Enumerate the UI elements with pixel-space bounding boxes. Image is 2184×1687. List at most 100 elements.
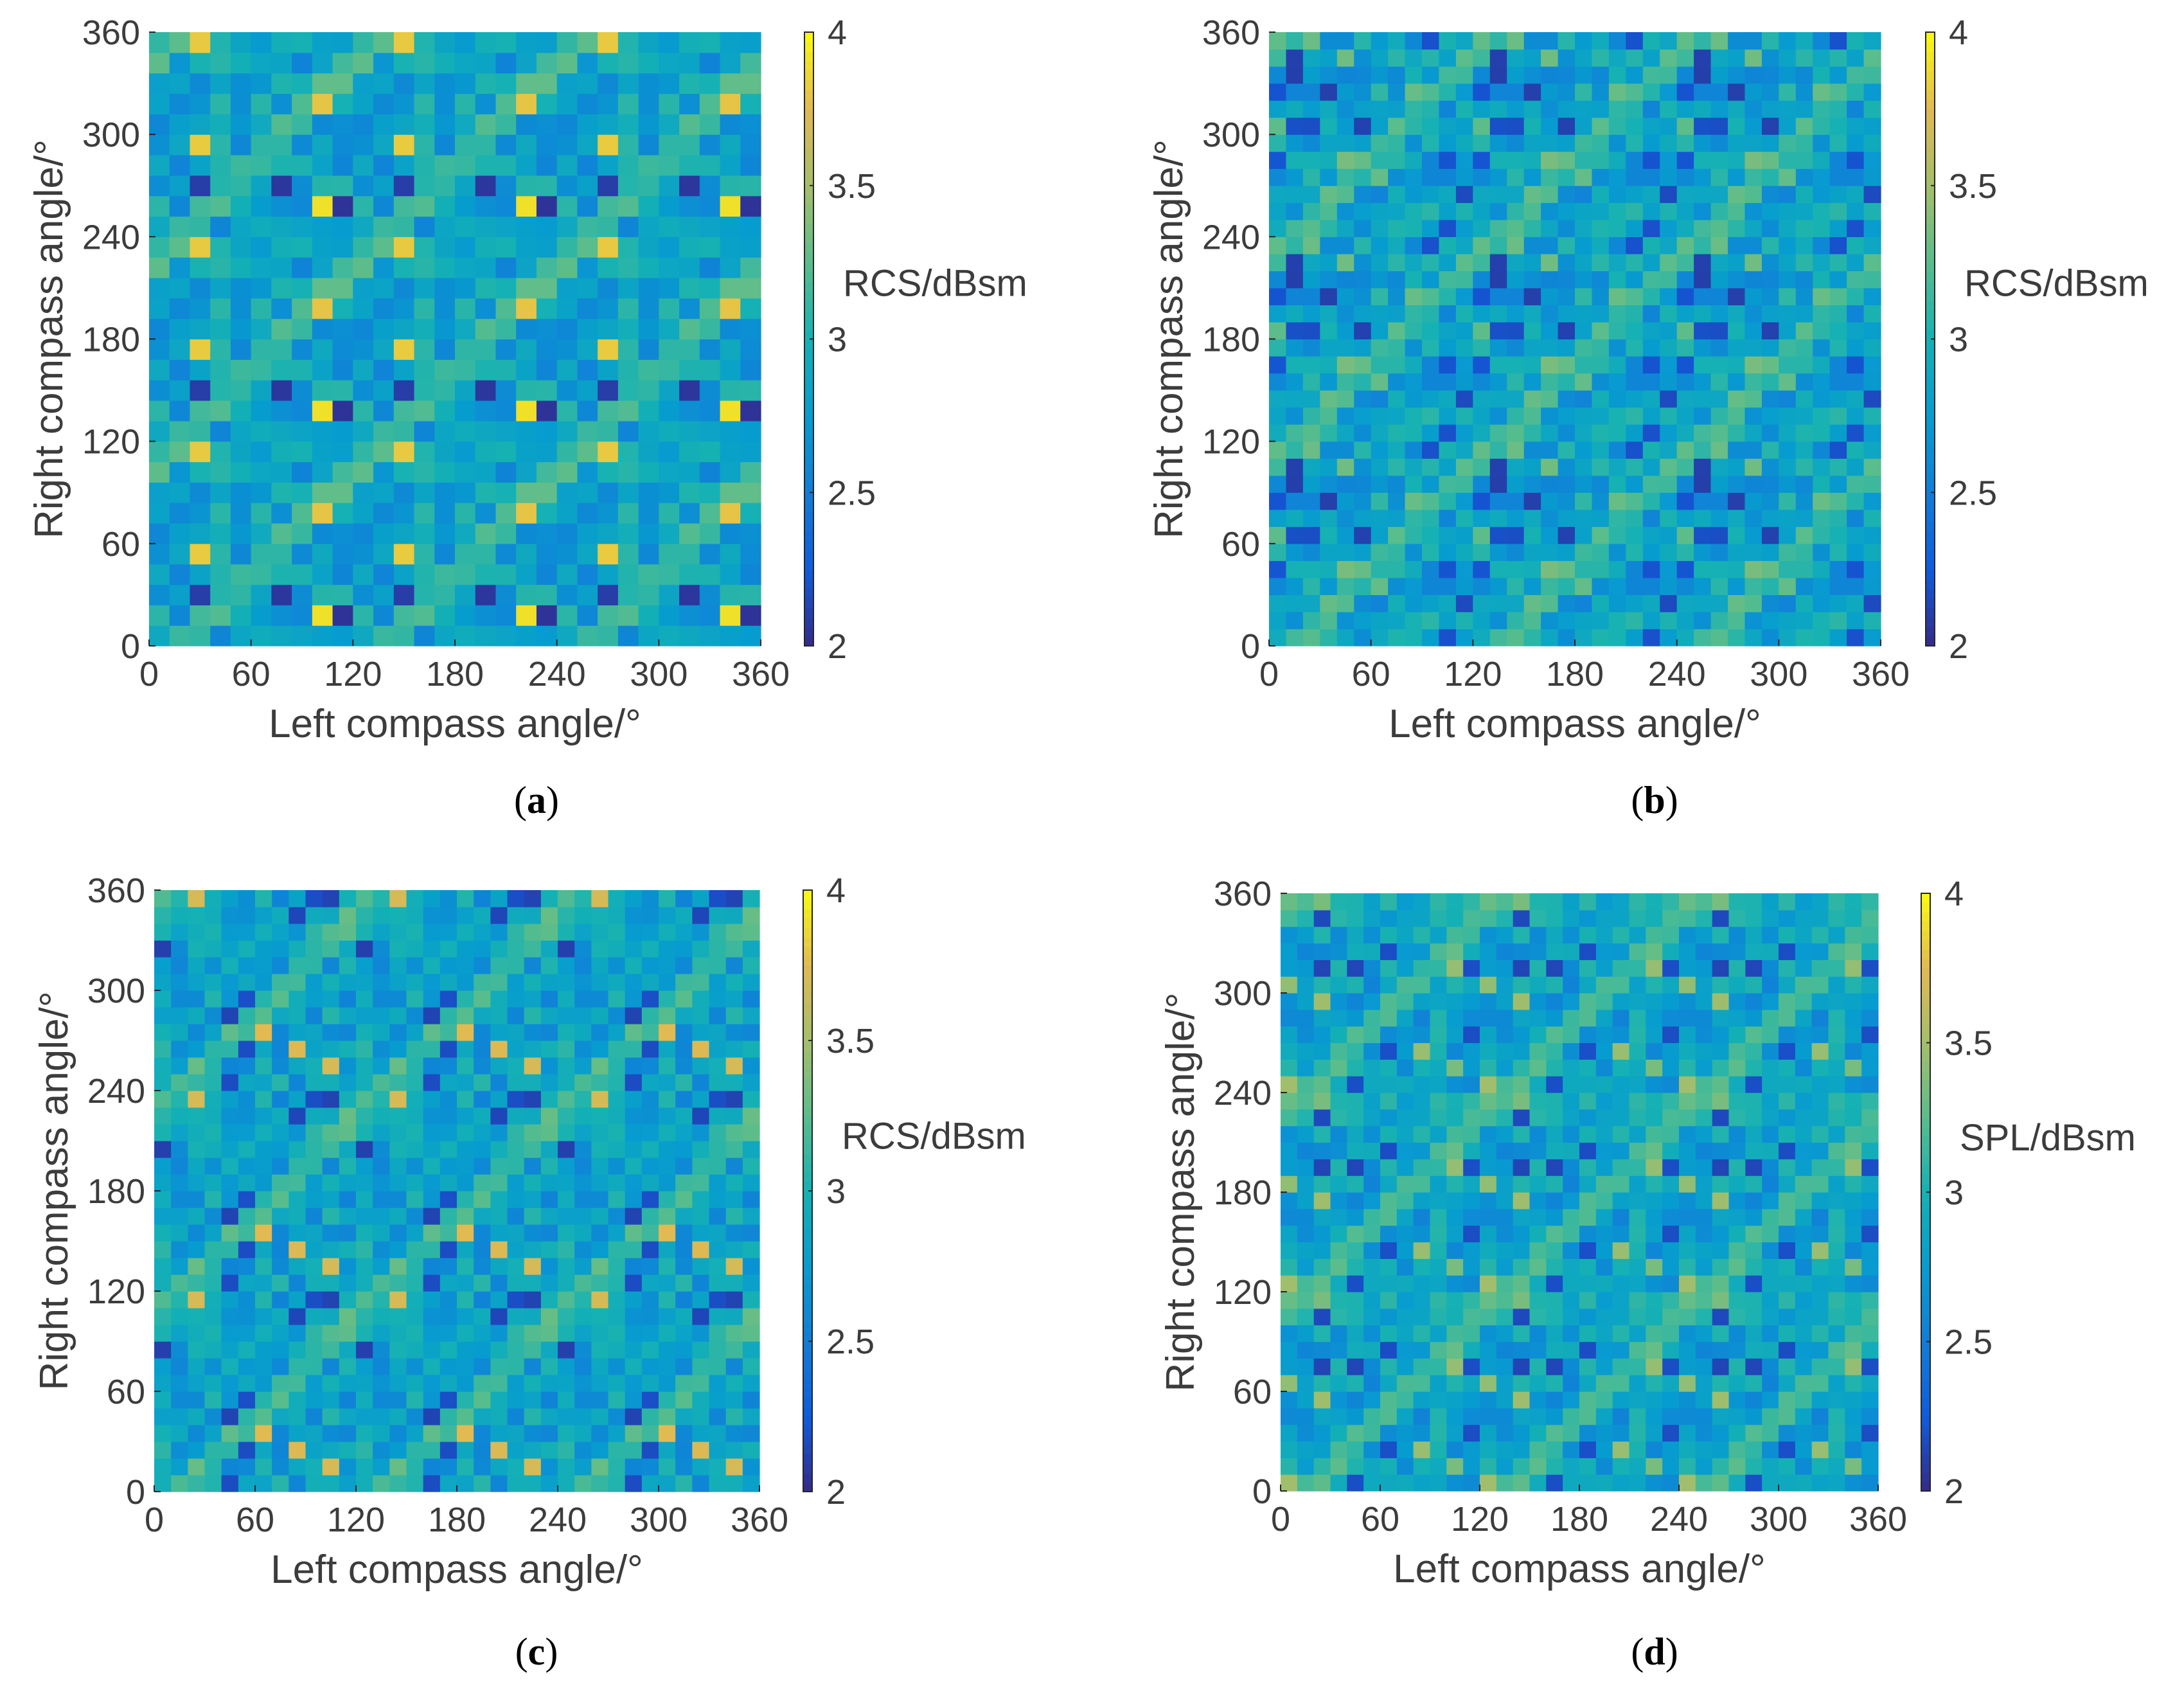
heatmap-cell	[507, 1007, 525, 1024]
heatmap-cell	[1269, 287, 1287, 306]
heatmap-cell	[638, 564, 659, 585]
heatmap-cell	[1642, 32, 1660, 50]
heatmap-cell	[490, 890, 508, 907]
heatmap-cell	[725, 1191, 743, 1208]
colorbar-segment	[804, 329, 813, 340]
heatmap-cell	[474, 1224, 491, 1242]
heatmap-cell	[1813, 134, 1831, 152]
heatmap-cell	[1811, 1059, 1829, 1076]
heatmap-cell	[516, 278, 537, 299]
heatmap-cell	[1829, 458, 1847, 476]
heatmap-cell	[1660, 305, 1678, 323]
heatmap-cell	[154, 1442, 172, 1459]
colorbar-segment	[803, 1021, 812, 1032]
heatmap-cell	[558, 1358, 575, 1375]
heatmap-cell	[457, 1258, 474, 1275]
heatmap-cell	[272, 1174, 289, 1192]
heatmap-cell	[1558, 611, 1576, 630]
heatmap-cell	[638, 420, 659, 442]
heatmap-cell	[1861, 1358, 1879, 1375]
heatmap-cell	[1473, 32, 1491, 50]
heatmap-cell	[204, 1258, 222, 1275]
heatmap-cell	[414, 605, 435, 626]
heatmap-cell	[495, 339, 517, 360]
heatmap-cell	[1795, 1125, 1813, 1143]
heatmap-cell	[720, 257, 741, 278]
heatmap-cell	[1679, 993, 1696, 1010]
heatmap-cell	[1575, 373, 1593, 391]
heatmap-cell	[1795, 1292, 1813, 1309]
heatmap-cell	[353, 359, 374, 380]
heatmap-cell	[1473, 526, 1491, 544]
heatmap-cell	[725, 990, 743, 1008]
heatmap-cell	[1612, 1076, 1630, 1093]
colorbar-segment	[1926, 233, 1935, 244]
colorbar-tick-label: 4	[1949, 13, 1968, 52]
heatmap-cell	[322, 1425, 340, 1442]
heatmap-cell	[1779, 1225, 1796, 1243]
heatmap-cell	[1422, 32, 1440, 50]
heatmap-cell	[490, 1091, 508, 1108]
heatmap-cell	[1845, 960, 1862, 977]
heatmap-cell	[540, 1408, 558, 1425]
heatmap-cell	[1660, 66, 1678, 84]
heatmap-cell	[1286, 339, 1304, 357]
heatmap-cell	[221, 1358, 239, 1375]
heatmap-cell	[1676, 134, 1694, 152]
heatmap-cell	[322, 1408, 340, 1425]
heatmap-cell	[720, 359, 741, 380]
heatmap-cell	[1473, 543, 1491, 561]
heatmap-cell	[1388, 271, 1406, 289]
heatmap-cell	[1297, 1375, 1315, 1392]
colorbar-segment	[1926, 224, 1935, 235]
heatmap-cell	[474, 1341, 491, 1359]
heatmap-cell	[659, 1291, 676, 1308]
heatmap-cell	[641, 1057, 659, 1075]
heatmap-cell	[1396, 993, 1414, 1010]
heatmap-cell	[1626, 475, 1644, 493]
heatmap-cell	[1281, 1375, 1298, 1392]
heatmap-cell	[598, 420, 619, 442]
heatmap-cell	[1646, 1026, 1663, 1044]
heatmap-cell	[1779, 594, 1797, 612]
colorbar-tick-label: 3.5	[826, 1022, 874, 1060]
heatmap-cell	[1546, 1391, 1563, 1409]
heatmap-cell	[1629, 1208, 1646, 1226]
heatmap-cell	[1297, 1407, 1315, 1425]
colorbar-tick-label: 2.5	[828, 474, 876, 512]
heatmap-cell	[1320, 458, 1338, 476]
heatmap-cell	[221, 1442, 239, 1459]
heatmap-cell	[490, 974, 508, 991]
heatmap-cell	[720, 564, 741, 585]
heatmap-cell	[1662, 1341, 1680, 1359]
heatmap-cell	[1845, 1292, 1862, 1309]
heatmap-cell	[558, 1258, 575, 1275]
heatmap-cell	[1829, 49, 1847, 67]
heatmap-cell	[1694, 253, 1712, 271]
heatmap-cell	[1269, 611, 1287, 630]
heatmap-cell	[740, 503, 761, 524]
heatmap-cell	[1363, 976, 1381, 994]
heatmap-cell	[556, 605, 578, 626]
heatmap-cell	[1779, 1175, 1796, 1193]
heatmap-cell	[305, 1475, 323, 1492]
heatmap-cell	[608, 1408, 626, 1425]
heatmap-cell	[1847, 49, 1865, 67]
heatmap-cell	[1813, 287, 1831, 306]
heatmap-cell	[1761, 151, 1779, 169]
heatmap-cell	[457, 1425, 474, 1442]
heatmap-cell	[516, 584, 537, 605]
heatmap-cell	[1558, 407, 1576, 425]
heatmap-cell	[625, 1024, 643, 1041]
heatmap-cell	[1430, 1142, 1447, 1159]
heatmap-cell	[373, 1174, 390, 1192]
heatmap-cell	[1336, 32, 1354, 50]
heatmap-cell	[524, 1074, 542, 1091]
heatmap-cell	[389, 1442, 407, 1459]
heatmap-cell	[516, 216, 537, 237]
heatmap-cell	[1363, 1042, 1381, 1060]
heatmap-cell	[659, 1057, 676, 1075]
heatmap-cell	[740, 420, 761, 442]
heatmap-cell	[1710, 441, 1728, 459]
heatmap-cell	[1710, 219, 1728, 237]
